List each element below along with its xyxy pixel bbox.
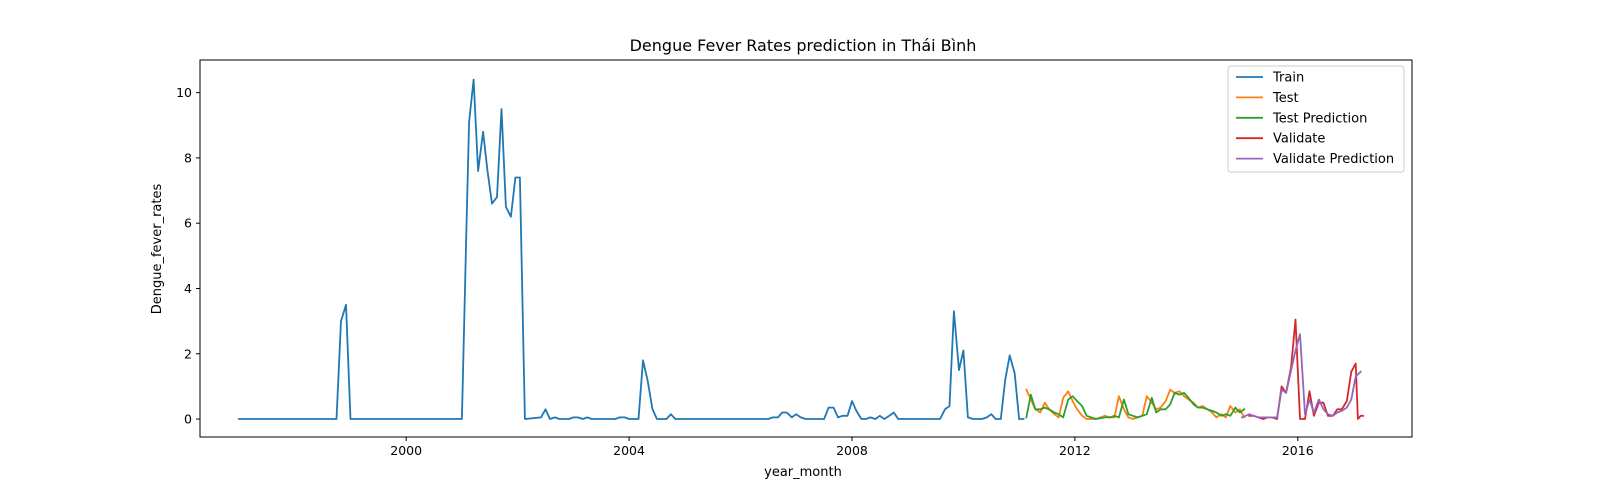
- y-tick-label: 8: [184, 150, 192, 165]
- x-tick-label: 2012: [1059, 443, 1091, 458]
- y-tick-label: 6: [184, 216, 192, 231]
- legend-box: [1227, 65, 1405, 173]
- plot-lines: [238, 78, 1364, 420]
- legend-label: Test Prediction: [1272, 111, 1367, 126]
- chart-title: Dengue Fever Rates prediction in Thái Bì…: [630, 36, 977, 55]
- x-tick-label: 2008: [836, 443, 868, 458]
- series-line-train: [238, 78, 1025, 420]
- legend-label: Validate Prediction: [1273, 152, 1394, 167]
- y-tick-label: 0: [184, 412, 192, 427]
- x-axis-label: year_month: [764, 465, 842, 480]
- x-tick-label: 2004: [613, 443, 645, 458]
- legend-label: Test: [1272, 91, 1299, 106]
- y-axis: 0 2 4 6 8 10: [176, 85, 200, 427]
- y-tick-label: 2: [184, 346, 192, 361]
- legend-label: Train: [1272, 71, 1304, 86]
- plot-frame: [199, 59, 1413, 438]
- series-line-validate-prediction: [1240, 333, 1362, 419]
- x-tick-label: 2000: [390, 443, 422, 458]
- x-tick-label: 2016: [1282, 443, 1314, 458]
- y-axis-label: Dengue_fever_rates: [150, 184, 165, 315]
- series-line-validate: [1248, 318, 1364, 420]
- series-line-test-prediction: [1025, 392, 1246, 420]
- legend-label: Validate: [1273, 132, 1325, 147]
- x-axis: 2000 2004 2008 2012 2016: [390, 437, 1314, 458]
- y-tick-label: 10: [176, 85, 192, 100]
- legend: Train Test Test Prediction Validate Validate…: [1227, 65, 1405, 173]
- y-tick-label: 4: [184, 281, 192, 296]
